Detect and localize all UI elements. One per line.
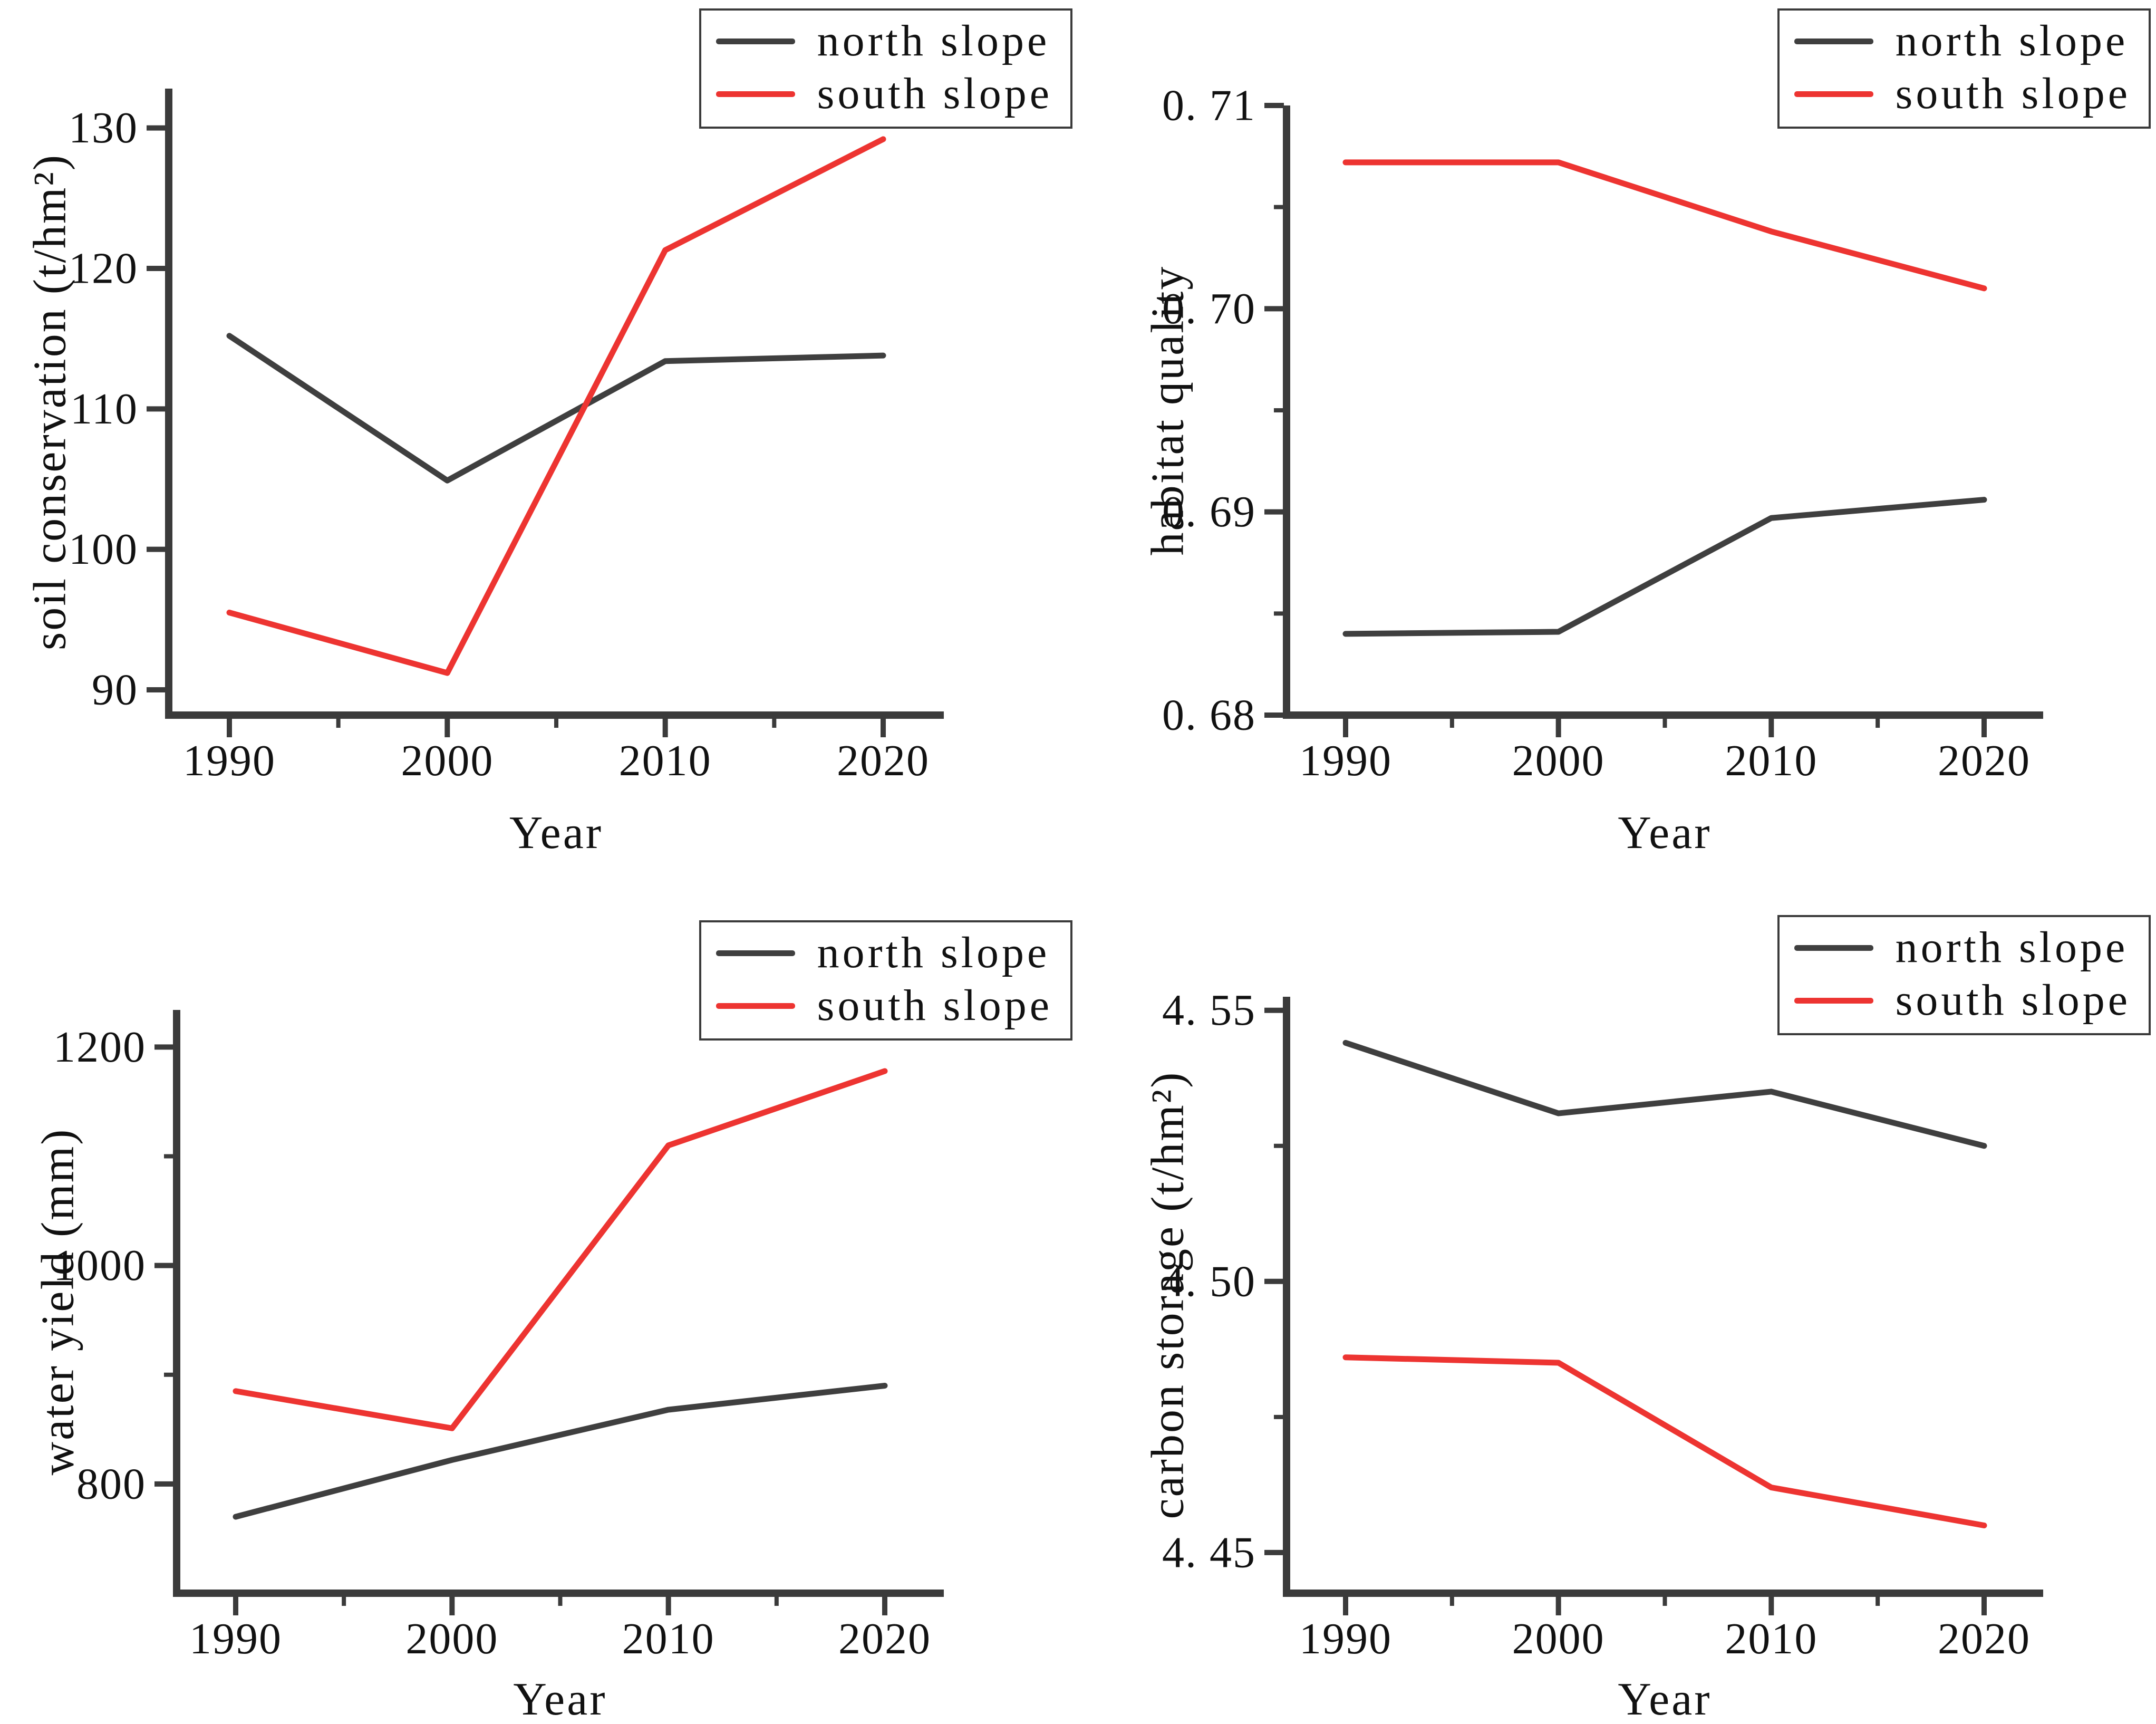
legend-line-sample xyxy=(716,38,795,44)
x-tick-label: 1990 xyxy=(1299,736,1392,785)
legend-line-sample xyxy=(716,1003,795,1009)
y-tick-label: 100 xyxy=(69,525,138,574)
series-line-north-slope xyxy=(1342,497,1987,637)
x-axis-title: Year xyxy=(509,807,603,859)
series-line-south-slope xyxy=(226,136,886,676)
legend-line-sample xyxy=(1794,91,1873,97)
y-axis-title: carbon storage (t/hm²) xyxy=(1143,1071,1194,1519)
x-tick-label: 2000 xyxy=(1512,736,1605,785)
x-tick-label: 2000 xyxy=(1512,1614,1605,1663)
legend-item-north-slope: north slope xyxy=(716,928,1052,978)
axis-spines xyxy=(165,89,944,719)
legend-label: north slope xyxy=(817,16,1050,65)
x-axis-title: Year xyxy=(1618,1674,1712,1724)
y-tick-label: 4. 55 xyxy=(1162,986,1256,1035)
legend-line-sample xyxy=(1794,38,1873,44)
axis-spines xyxy=(173,1010,944,1597)
y-tick-label: 90 xyxy=(92,666,138,715)
x-tick-label: 1990 xyxy=(1299,1614,1392,1663)
legend: north slope south slope xyxy=(1777,8,2151,129)
legend-label: north slope xyxy=(1895,16,2129,65)
x-tick-label: 2010 xyxy=(619,736,712,785)
y-tick-label: 130 xyxy=(69,103,138,152)
x-tick-label: 2010 xyxy=(1725,1614,1817,1663)
x-tick-label: 2020 xyxy=(837,736,930,785)
x-tick-label: 2000 xyxy=(405,1614,498,1663)
series-line-north-slope xyxy=(226,333,886,484)
legend-item-north-slope: north slope xyxy=(716,16,1052,66)
axis-spines xyxy=(1283,105,2043,719)
legend-label: south slope xyxy=(817,981,1052,1030)
x-tick-label: 2010 xyxy=(622,1614,715,1663)
x-tick-label: 2020 xyxy=(1938,736,2031,785)
y-tick-label: 1000 xyxy=(53,1241,146,1290)
y-tick-label: 0. 68 xyxy=(1162,691,1256,740)
legend: north slope south slope xyxy=(699,920,1072,1041)
x-tick-label: 1990 xyxy=(189,1614,282,1663)
y-tick-label: 1200 xyxy=(53,1023,146,1072)
y-axis-title: water yield (mm) xyxy=(33,1128,84,1476)
chart-carbon-storage: 4. 45 4. 50 4. 55 1990 2000 2010 2020 Year carbo… xyxy=(1078,862,2156,1724)
series-line-north-slope xyxy=(1342,1039,1987,1149)
water-yield-plot: 800 1000 1200 1990 2000 2010 2020 Year water yie… xyxy=(33,1010,944,1724)
x-tick-label: 1990 xyxy=(183,736,276,785)
legend-item-south-slope: south slope xyxy=(1794,975,2131,1026)
series-line-south-slope xyxy=(1342,159,1987,292)
y-tick-label: 120 xyxy=(69,244,138,293)
legend: north slope south slope xyxy=(1777,915,2151,1035)
y-tick-label: 800 xyxy=(76,1459,146,1508)
legend-line-sample xyxy=(1794,997,1873,1004)
x-axis-title: Year xyxy=(1618,807,1712,859)
x-tick-label: 2020 xyxy=(838,1614,931,1663)
y-tick-label: 4. 50 xyxy=(1162,1257,1256,1306)
y-tick-label: 0. 70 xyxy=(1162,284,1256,333)
y-axis-title: soil conservation (t/hm²) xyxy=(25,153,76,650)
legend-label: south slope xyxy=(817,69,1052,118)
chart-water-yield: 800 1000 1200 1990 2000 2010 2020 Year water yie… xyxy=(0,862,1078,1724)
series-line-south-slope xyxy=(1342,1354,1987,1528)
y-tick-label: 4. 45 xyxy=(1162,1528,1256,1577)
legend: north slope south slope xyxy=(699,8,1072,129)
x-tick-label: 2020 xyxy=(1938,1614,2031,1663)
axis-spines xyxy=(1283,997,2043,1597)
legend-item-north-slope: north slope xyxy=(1794,922,2131,973)
x-tick-label: 2010 xyxy=(1725,736,1817,785)
x-axis-title: Year xyxy=(513,1674,607,1724)
legend-item-north-slope: north slope xyxy=(1794,16,2131,66)
x-tick-label: 2000 xyxy=(401,736,494,785)
carbon-storage-plot: 4. 45 4. 50 4. 55 1990 2000 2010 2020 Year carbo… xyxy=(1143,986,2043,1724)
legend-line-sample xyxy=(1794,945,1873,951)
legend-line-sample xyxy=(716,91,795,97)
legend-item-south-slope: south slope xyxy=(1794,69,2131,119)
legend-label: south slope xyxy=(1895,69,2131,118)
chart-habitat-quality: 0. 68 0. 69 0. 70 0. 71 1990 2000 2010 2020 Year… xyxy=(1078,0,2156,862)
y-tick-label: 0. 71 xyxy=(1162,81,1256,130)
y-tick-label: 0. 69 xyxy=(1162,487,1256,536)
soil-conservation-plot: 90 100 110 120 130 1990 2000 2010 2020 Year soil c… xyxy=(25,89,944,859)
series-line-south-slope xyxy=(233,1068,888,1431)
legend-label: north slope xyxy=(817,928,1050,977)
series-line-north-slope xyxy=(233,1382,888,1520)
habitat-quality-plot: 0. 68 0. 69 0. 70 0. 71 1990 2000 2010 2020 Year… xyxy=(1143,81,2043,859)
chart-soil-conservation: 90 100 110 120 130 1990 2000 2010 2020 Year soil c… xyxy=(0,0,1078,862)
legend-line-sample xyxy=(716,950,795,956)
y-axis-title: habitat quality xyxy=(1143,265,1194,556)
legend-item-south-slope: south slope xyxy=(716,980,1052,1031)
legend-label: south slope xyxy=(1895,976,2131,1025)
y-tick-label: 110 xyxy=(70,384,138,434)
legend-item-south-slope: south slope xyxy=(716,69,1052,119)
legend-label: north slope xyxy=(1895,923,2129,972)
